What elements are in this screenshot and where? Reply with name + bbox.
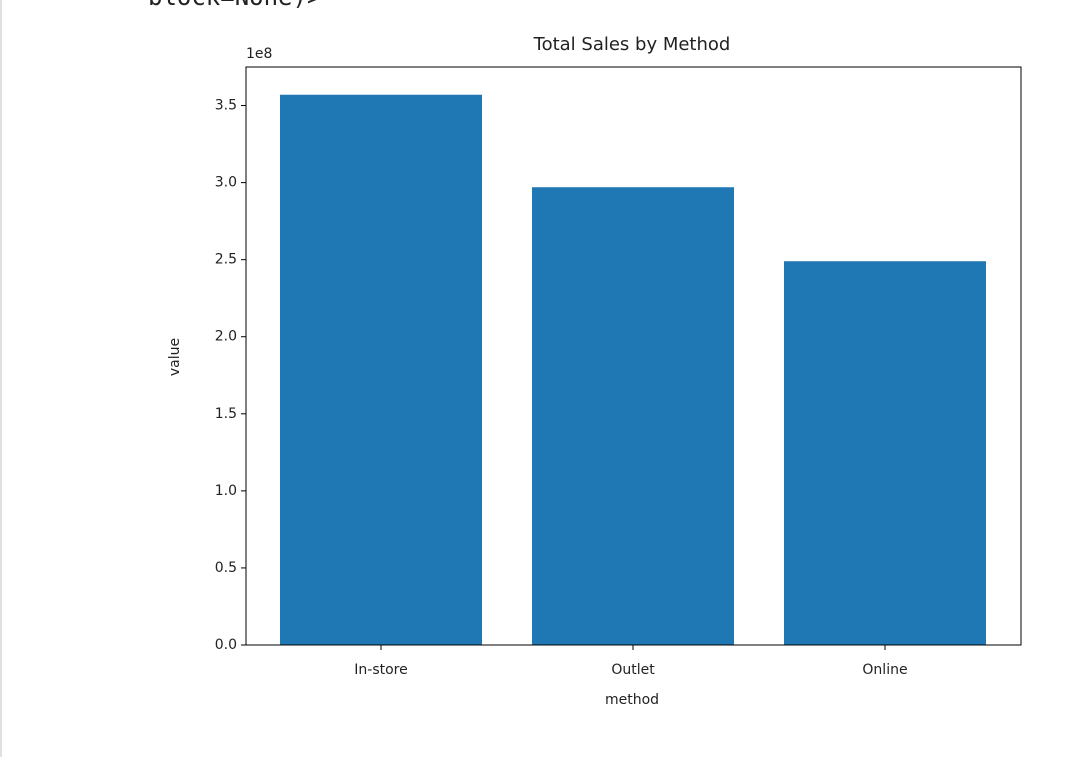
- y-tick-label: 3.5: [215, 98, 237, 114]
- y-tick-label: 1.0: [215, 483, 237, 499]
- x-axis-label: method: [605, 692, 659, 708]
- bar: [532, 187, 734, 645]
- bar: [784, 261, 986, 645]
- y-tick-label: 1.5: [215, 406, 237, 422]
- bar: [280, 94, 482, 645]
- y-axis-label: value: [167, 338, 183, 376]
- y-tick-label: 2.5: [215, 252, 237, 268]
- x-tick-label: Online: [862, 662, 907, 678]
- x-tick-label: Outlet: [611, 662, 655, 678]
- y-tick-label: 2.0: [215, 329, 237, 345]
- cell-output-text: block=None)>: [148, 0, 321, 11]
- y-tick-label: 3.0: [215, 175, 237, 191]
- y-tick-label: 0.0: [215, 637, 237, 653]
- y-tick-label: 0.5: [215, 560, 237, 576]
- cell-border: [0, 0, 2, 757]
- plot-frame: [245, 66, 1022, 646]
- x-tick-label: In-store: [354, 662, 407, 678]
- y-offset-label: 1e8: [246, 46, 272, 62]
- chart-title: Total Sales by Method: [533, 34, 731, 55]
